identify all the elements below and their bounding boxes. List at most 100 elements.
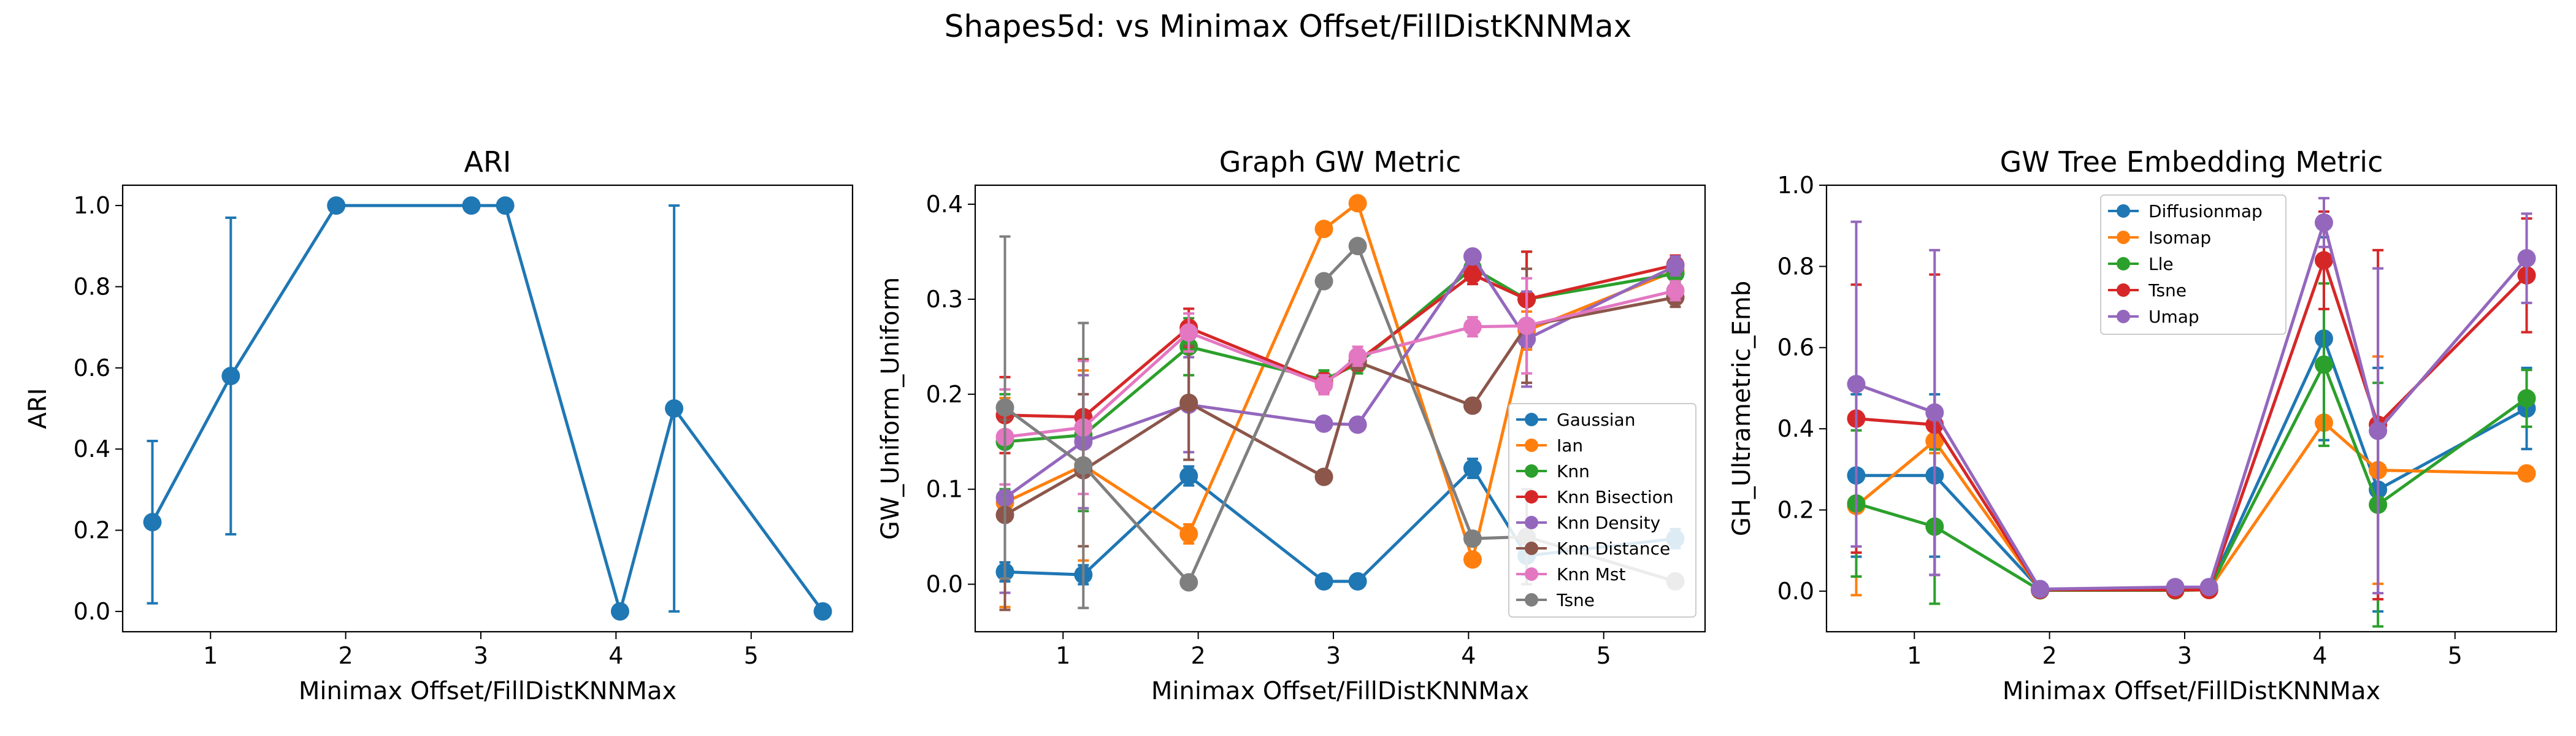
data-point [1925,403,1944,422]
legend-label: Tsne [2148,280,2187,301]
data-point [813,602,832,621]
series-line [1855,221,2528,591]
series-line [1004,296,1676,516]
legend-label: Knn Bisection [1557,487,1674,507]
data-point [610,602,629,621]
legend-swatch-marker [1525,413,1538,426]
legend-swatch-marker [2117,204,2130,218]
x-tick-label: 3 [473,642,488,669]
legend-label: Lle [2149,254,2174,274]
legend-swatch-marker [1525,490,1538,504]
data-point [221,367,240,386]
legend-label: Tsne [1556,590,1595,610]
y-axis-label: ARI [24,388,52,429]
legend-label: Umap [2149,307,2199,327]
x-tick-label: 5 [2448,642,2463,669]
legend-frame [2100,194,2287,335]
series-umap [1847,197,2536,599]
data-point [1463,550,1482,569]
legend-label: Gaussian [1557,410,1635,430]
data-point [143,513,162,532]
x-tick-label: 1 [1056,642,1070,669]
data-point [1179,524,1198,543]
data-point [1314,467,1333,486]
legend: Gaussian Ian Knn Knn Bisection Knn Density Kn… [1508,403,1696,618]
legend-label: Knn Distance [1557,539,1670,559]
axes-frame [974,184,1706,633]
data-point [1179,466,1198,485]
data-point [1314,572,1333,591]
series-line [1005,263,1676,419]
x-tick-label: 4 [1461,642,1476,669]
series-1 [143,196,832,621]
legend-swatch-marker [1525,516,1538,529]
data-point [1666,281,1685,300]
data-point [327,196,346,215]
y-tick-label: 0.4 [74,435,110,462]
y-tick-label: 0.4 [926,191,963,218]
legend-swatch-marker [1525,439,1538,452]
subplots: ARI 1 2 3 4 5 0.0 0.2 0.4 0.6 0.8 1.0 Minimax Offset… [24,145,2558,705]
data-point [1463,247,1482,266]
legend-label: Ian [1557,435,1583,456]
data-point [1314,375,1333,394]
x-tick-label: 1 [203,642,218,669]
data-point [1074,456,1093,475]
legend-label: Knn Density [1557,513,1660,533]
y-tick-label: 0.8 [74,273,110,300]
data-point [2166,578,2185,597]
legend-label: Knn [1557,461,1590,481]
y-tick-label: 0.4 [1777,415,1814,442]
data-point [2517,464,2536,483]
data-point [1314,414,1333,433]
data-point [1847,375,1866,394]
figure-title: Shapes5d: vs Minimax Offset/FillDistKNNM… [945,9,1632,44]
series-line [1855,363,2528,592]
subplot-title: Graph GW Metric [1219,145,1461,178]
data-point [2031,580,2050,599]
legend-swatch-marker [1525,593,1538,607]
x-axis-label: Minimax Offset/FillDistKNNMax [2003,677,2380,705]
data-point [1463,529,1482,548]
data-point [665,399,684,418]
data-point [462,196,481,215]
y-tick-label: 0.6 [1777,334,1814,361]
y-axis-label: GW_Uniform_Uniform [876,277,905,540]
y-tick-label: 0.6 [74,355,110,381]
data-point [1348,572,1367,591]
x-tick-label: 4 [608,642,623,669]
data-point [2199,578,2218,597]
x-tick-label: 1 [1907,642,1922,669]
data-point [1348,415,1367,434]
data-point [1463,265,1482,284]
series-isomap [1847,355,2536,600]
data-point [1348,194,1367,213]
legend-swatch-marker [1525,567,1538,581]
series-line [1004,201,1676,561]
series-knn-mst [995,277,1685,496]
x-tick-label: 5 [744,642,759,669]
y-axis-label: GH_Ultrametric_Emb [1728,281,1756,537]
data-point [2517,249,2536,268]
y-tick-label: 0.0 [74,598,110,625]
data-point [1348,347,1367,366]
data-point [1463,317,1482,336]
series-line [151,204,824,613]
x-tick-label: 2 [339,642,353,669]
legend-swatch-marker [1525,464,1538,478]
data-point [1179,323,1198,342]
y-tick-label: 0.0 [1777,578,1814,605]
y-tick-label: 1.0 [74,192,110,219]
legend-label: Isomap [2149,228,2211,248]
subplot-title: GW Tree Embedding Metric [2000,145,2383,178]
data-point [496,196,515,215]
y-tick-label: 0.2 [74,517,110,544]
subplot-3: GW Tree Embedding Metric 1 2 3 4 5 0.0 0.2 0.4 0.… [1728,145,2558,705]
y-tick-label: 0.2 [1777,496,1814,523]
data-point [1463,459,1482,478]
series-lle [1847,282,2536,628]
data-point [1463,396,1482,415]
x-axis-label: Minimax Offset/FillDistKNNMax [299,677,677,705]
data-point [2314,251,2333,270]
